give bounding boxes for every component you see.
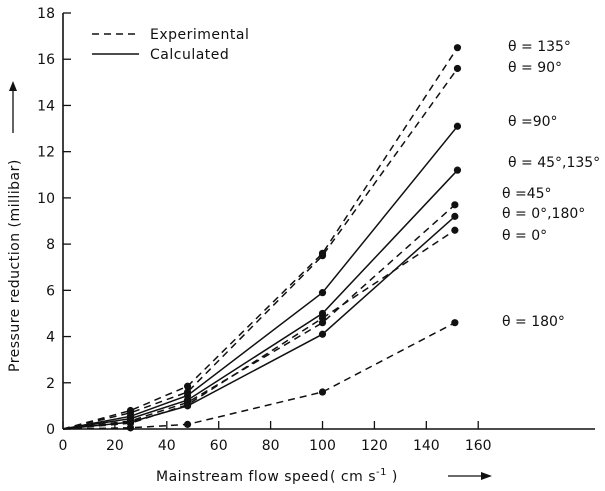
annotation-theta-90-calc: θ =90°	[508, 114, 558, 130]
series-line-1	[62, 68, 459, 430]
data-point	[451, 201, 459, 209]
annotation-theta-0-exp: θ = 0°	[502, 228, 547, 244]
annotation-theta-135-exp: θ = 135°	[508, 39, 571, 55]
series-line-5	[62, 215, 456, 430]
x-tick-label: 160	[465, 438, 492, 454]
x-axis-unit-suffix: )	[387, 469, 398, 485]
data-point	[451, 319, 459, 327]
annotation-theta-180-exp: θ = 180°	[502, 314, 565, 330]
points-layer	[126, 44, 462, 432]
y-tick-label: 8	[46, 237, 55, 253]
y-tick-label: 2	[46, 376, 55, 392]
y-tick-label: 4	[46, 330, 55, 346]
data-point	[453, 122, 462, 130]
legend-label-experimental: Experimental	[150, 27, 249, 43]
x-tick-label: 100	[309, 438, 336, 454]
annotation-theta-90-exp: θ = 90°	[508, 60, 562, 76]
x-tick-label: 120	[361, 438, 388, 454]
data-point	[318, 330, 327, 338]
x-axis-unit-exponent: -1	[376, 467, 387, 478]
y-tick-label: 16	[37, 52, 55, 68]
y-axis-label-group: Pressure reduction (millibar)	[7, 81, 23, 372]
x-tick-label: 40	[158, 438, 176, 454]
data-point	[318, 252, 327, 260]
x-tick-label: 140	[413, 438, 440, 454]
data-point	[126, 424, 135, 432]
data-point	[183, 382, 192, 390]
x-tick-label: 60	[210, 438, 228, 454]
data-point	[183, 420, 192, 428]
data-point	[318, 388, 327, 396]
annotation-theta-45-exp: θ =45°	[502, 186, 552, 202]
axis-ticks: 0 2 4 6 8 10 12 14 16 18 0 20 40 60 80 100 120 140 160	[37, 6, 491, 454]
x-axis-unit: ( cm s-1 )	[330, 467, 398, 485]
y-tick-label: 18	[37, 6, 55, 22]
x-tick-label: 20	[106, 438, 124, 454]
x-tick-label: 80	[262, 438, 280, 454]
annotation-theta-45-135-calc: θ = 45°,135°	[508, 155, 600, 171]
series-line-6	[62, 229, 456, 430]
series-line-3	[62, 169, 459, 430]
series-line-0	[62, 47, 459, 430]
series-line-2	[62, 125, 459, 430]
series-layer	[62, 47, 459, 430]
legend-label-calculated: Calculated	[150, 47, 229, 63]
data-point	[318, 314, 327, 322]
data-point	[451, 212, 459, 220]
y-tick-label: 10	[37, 191, 55, 207]
data-point	[453, 64, 462, 73]
y-axis-label: Pressure reduction (millibar)	[7, 159, 23, 372]
chart-axes	[62, 13, 595, 430]
x-axis-label-group: Mainstream flow speed ( cm s-1 )	[156, 467, 492, 485]
data-point	[451, 226, 459, 234]
y-axis-arrow-icon	[9, 81, 17, 91]
legend: Experimental Calculated	[92, 27, 249, 63]
y-tick-label: 14	[37, 98, 55, 114]
data-point	[453, 44, 462, 52]
x-tick-label: 0	[59, 438, 68, 454]
y-tick-label: 0	[46, 422, 55, 438]
data-point	[183, 401, 192, 409]
x-axis-arrow-icon	[481, 472, 492, 480]
data-point	[453, 166, 462, 174]
x-axis-unit-prefix: ( cm s	[330, 469, 376, 485]
annotation-theta-0-180-calc: θ = 0°,180°	[502, 206, 585, 222]
data-point	[318, 289, 327, 297]
series-annotations: θ = 135° θ = 90° θ =90° θ = 45°,135° θ =…	[502, 39, 600, 330]
y-tick-label: 12	[37, 145, 55, 161]
x-axis-label: Mainstream flow speed	[156, 469, 329, 485]
y-tick-label: 6	[46, 283, 55, 299]
